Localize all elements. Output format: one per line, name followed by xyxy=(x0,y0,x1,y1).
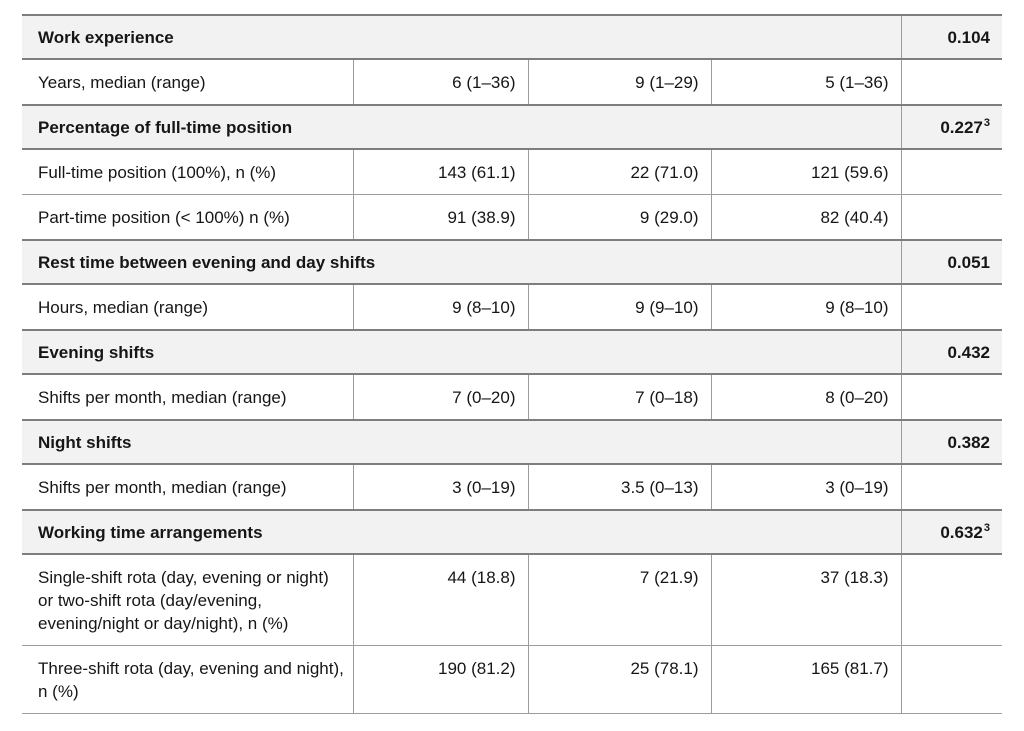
row-p-value-empty xyxy=(900,58,1003,105)
row-value-group-1: 6 (1–36) xyxy=(352,58,528,105)
row-value-group-3: 8 (0–20) xyxy=(710,373,902,420)
row-value-group-3: 82 (40.4) xyxy=(710,194,902,240)
row-label: Shifts per month, median (range) xyxy=(22,463,353,510)
section-p-value: 0.2273 xyxy=(900,104,1003,150)
section-header-row: Work experience 0.104 xyxy=(22,14,1003,60)
row-value-group-2: 7 (0–18) xyxy=(527,373,711,420)
row-p-value-empty xyxy=(900,645,1003,714)
p-value-text: 0.432 xyxy=(947,343,991,362)
section-header-row: Night shifts 0.382 xyxy=(22,419,1003,465)
p-value-footnote-marker: 3 xyxy=(983,117,991,130)
table-row: Single-shift rota (day, evening or night… xyxy=(22,553,1003,646)
row-value-group-1: 9 (8–10) xyxy=(352,283,528,330)
row-value-group-2: 9 (1–29) xyxy=(527,58,711,105)
row-value-group-3: 3 (0–19) xyxy=(710,463,902,510)
row-value-group-1: 3 (0–19) xyxy=(352,463,528,510)
section-title: Evening shifts xyxy=(22,329,902,375)
row-label: Full-time position (100%), n (%) xyxy=(22,148,353,195)
p-value-footnote-marker: 3 xyxy=(983,522,991,535)
section-p-value: 0.432 xyxy=(900,329,1003,375)
row-value-group-3: 121 (59.6) xyxy=(710,148,902,195)
row-value-group-2: 25 (78.1) xyxy=(527,645,711,714)
row-value-group-1: 91 (38.9) xyxy=(352,194,528,240)
table-row: Shifts per month, median (range) 7 (0–20)… xyxy=(22,373,1003,420)
row-value-group-2: 22 (71.0) xyxy=(527,148,711,195)
row-p-value-empty xyxy=(900,463,1003,510)
section-title: Percentage of full-time position xyxy=(22,104,902,150)
row-label: Shifts per month, median (range) xyxy=(22,373,353,420)
row-label: Three-shift rota (day, evening and night… xyxy=(22,645,353,714)
row-value-group-1: 143 (61.1) xyxy=(352,148,528,195)
section-p-value: 0.6323 xyxy=(900,509,1003,555)
row-label: Years, median (range) xyxy=(22,58,353,105)
section-title: Night shifts xyxy=(22,419,902,465)
p-value-text: 0.104 xyxy=(947,28,991,47)
row-p-value-empty xyxy=(900,194,1003,240)
p-value-text: 0.227 xyxy=(940,118,983,137)
row-value-group-3: 9 (8–10) xyxy=(710,283,902,330)
row-value-group-2: 3.5 (0–13) xyxy=(527,463,711,510)
row-value-group-3: 5 (1–36) xyxy=(710,58,902,105)
section-p-value: 0.104 xyxy=(900,14,1003,60)
section-p-value: 0.382 xyxy=(900,419,1003,465)
section-p-value: 0.051 xyxy=(900,239,1003,285)
p-value-text: 0.051 xyxy=(947,253,991,272)
section-header-row: Rest time between evening and day shifts… xyxy=(22,239,1003,285)
table-row: Years, median (range) 6 (1–36) 9 (1–29) 5 (… xyxy=(22,58,1003,105)
row-value-group-3: 165 (81.7) xyxy=(710,645,902,714)
row-p-value-empty xyxy=(900,148,1003,195)
table-row: Hours, median (range) 9 (8–10) 9 (9–10) 9 (… xyxy=(22,283,1003,330)
section-header-row: Working time arrangements 0.6323 xyxy=(22,509,1003,555)
section-title: Working time arrangements xyxy=(22,509,902,555)
section-title: Rest time between evening and day shifts xyxy=(22,239,902,285)
row-p-value-empty xyxy=(900,373,1003,420)
row-value-group-1: 190 (81.2) xyxy=(352,645,528,714)
p-value-text: 0.382 xyxy=(947,433,991,452)
row-value-group-2: 7 (21.9) xyxy=(527,553,711,646)
row-p-value-empty xyxy=(900,283,1003,330)
table-row: Full-time position (100%), n (%) 143 (61.… xyxy=(22,148,1003,195)
table-row: Part-time position (< 100%) n (%) 91 (38.… xyxy=(22,194,1003,240)
table-row: Shifts per month, median (range) 3 (0–19)… xyxy=(22,463,1003,510)
p-value-text: 0.632 xyxy=(940,523,983,542)
section-header-row: Percentage of full-time position 0.2273 xyxy=(22,104,1003,150)
row-label: Hours, median (range) xyxy=(22,283,353,330)
row-value-group-1: 7 (0–20) xyxy=(352,373,528,420)
statistics-table: Work experience 0.104 Years, median (range… xyxy=(22,14,1003,714)
row-label: Part-time position (< 100%) n (%) xyxy=(22,194,353,240)
row-value-group-1: 44 (18.8) xyxy=(352,553,528,646)
table-row: Three-shift rota (day, evening and night… xyxy=(22,645,1003,714)
row-p-value-empty xyxy=(900,553,1003,646)
section-title: Work experience xyxy=(22,14,902,60)
row-label: Single-shift rota (day, evening or night… xyxy=(22,553,353,646)
table-body: Work experience 0.104 Years, median (range… xyxy=(22,14,1003,714)
section-header-row: Evening shifts 0.432 xyxy=(22,329,1003,375)
row-value-group-3: 37 (18.3) xyxy=(710,553,902,646)
row-value-group-2: 9 (29.0) xyxy=(527,194,711,240)
row-value-group-2: 9 (9–10) xyxy=(527,283,711,330)
